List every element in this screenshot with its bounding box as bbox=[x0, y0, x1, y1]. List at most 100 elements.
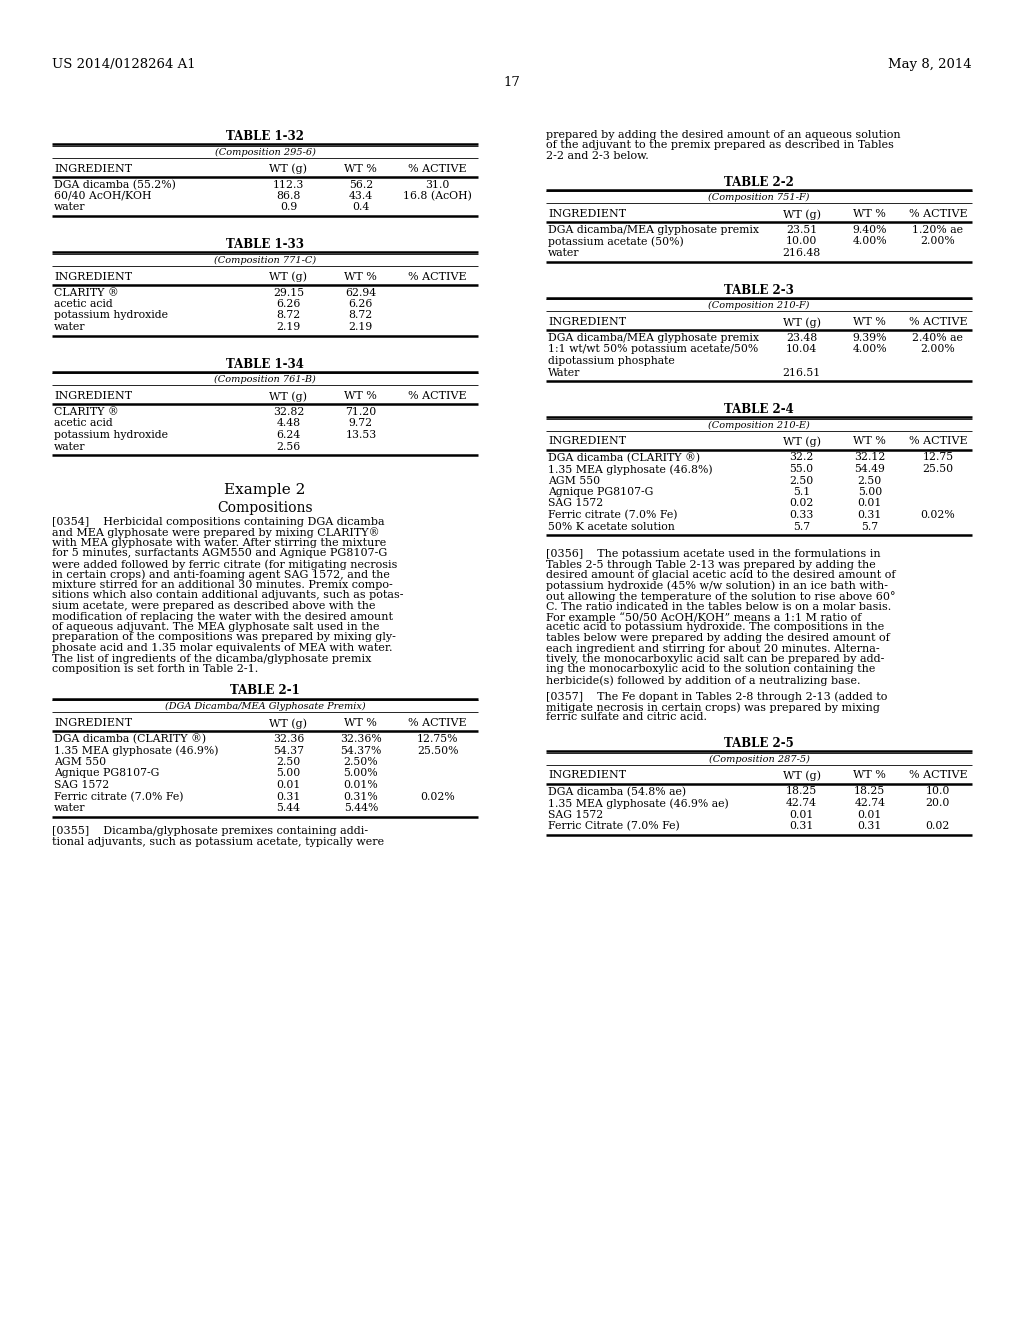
Text: water: water bbox=[54, 803, 85, 813]
Text: Water: Water bbox=[548, 367, 581, 378]
Text: 5.44: 5.44 bbox=[276, 803, 300, 813]
Text: DGA dicamba (54.8% ae): DGA dicamba (54.8% ae) bbox=[548, 787, 686, 797]
Text: each ingredient and stirring for about 20 minutes. Alterna-: each ingredient and stirring for about 2… bbox=[546, 644, 880, 653]
Text: 23.51: 23.51 bbox=[786, 224, 817, 235]
Text: [0357]    The Fe dopant in Tables 2-8 through 2-13 (added to: [0357] The Fe dopant in Tables 2-8 throu… bbox=[546, 692, 888, 702]
Text: INGREDIENT: INGREDIENT bbox=[54, 164, 132, 173]
Text: TABLE 2-3: TABLE 2-3 bbox=[724, 284, 794, 297]
Text: % ACTIVE: % ACTIVE bbox=[409, 718, 467, 729]
Text: 5.44%: 5.44% bbox=[344, 803, 378, 813]
Text: (Composition 771-C): (Composition 771-C) bbox=[214, 256, 316, 264]
Text: US 2014/0128264 A1: US 2014/0128264 A1 bbox=[52, 58, 196, 71]
Text: INGREDIENT: INGREDIENT bbox=[548, 209, 626, 219]
Text: modification of replacing the water with the desired amount: modification of replacing the water with… bbox=[52, 611, 393, 622]
Text: % ACTIVE: % ACTIVE bbox=[908, 317, 968, 327]
Text: potassium hydroxide: potassium hydroxide bbox=[54, 430, 168, 440]
Text: 2.00%: 2.00% bbox=[921, 236, 955, 247]
Text: 2.50: 2.50 bbox=[276, 756, 301, 767]
Text: 4.00%: 4.00% bbox=[852, 236, 887, 247]
Text: 9.39%: 9.39% bbox=[853, 333, 887, 343]
Text: % ACTIVE: % ACTIVE bbox=[409, 272, 467, 281]
Text: 16.8 (AcOH): 16.8 (AcOH) bbox=[403, 191, 472, 202]
Text: TABLE 2-1: TABLE 2-1 bbox=[230, 685, 300, 697]
Text: DGA dicamba (55.2%): DGA dicamba (55.2%) bbox=[54, 180, 176, 190]
Text: ing the monocarboxylic acid to the solution containing the: ing the monocarboxylic acid to the solut… bbox=[546, 664, 876, 675]
Text: 2.40% ae: 2.40% ae bbox=[912, 333, 964, 343]
Text: 60/40 AcOH/KOH: 60/40 AcOH/KOH bbox=[54, 191, 152, 201]
Text: 2.50%: 2.50% bbox=[343, 756, 378, 767]
Text: WT (g): WT (g) bbox=[269, 272, 307, 282]
Text: 25.50: 25.50 bbox=[923, 465, 953, 474]
Text: potassium acetate (50%): potassium acetate (50%) bbox=[548, 236, 684, 247]
Text: desired amount of glacial acetic acid to the desired amount of: desired amount of glacial acetic acid to… bbox=[546, 570, 896, 579]
Text: 5.00: 5.00 bbox=[858, 487, 882, 498]
Text: phosate acid and 1.35 molar equivalents of MEA with water.: phosate acid and 1.35 molar equivalents … bbox=[52, 643, 392, 653]
Text: The list of ingredients of the dicamba/glyphosate premix: The list of ingredients of the dicamba/g… bbox=[52, 653, 372, 664]
Text: 10.04: 10.04 bbox=[786, 345, 817, 355]
Text: 32.12: 32.12 bbox=[854, 453, 886, 462]
Text: (Composition 761-B): (Composition 761-B) bbox=[214, 375, 315, 384]
Text: 0.9: 0.9 bbox=[280, 202, 297, 213]
Text: 8.72: 8.72 bbox=[276, 310, 301, 321]
Text: [0355]    Dicamba/glyphosate premixes containing addi-: [0355] Dicamba/glyphosate premixes conta… bbox=[52, 826, 368, 837]
Text: Tables 2-5 through Table 2-13 was prepared by adding the: Tables 2-5 through Table 2-13 was prepar… bbox=[546, 560, 876, 569]
Text: tional adjuvants, such as potassium acetate, typically were: tional adjuvants, such as potassium acet… bbox=[52, 837, 384, 847]
Text: 9.72: 9.72 bbox=[349, 418, 373, 429]
Text: 18.25: 18.25 bbox=[854, 787, 886, 796]
Text: 2-2 and 2-3 below.: 2-2 and 2-3 below. bbox=[546, 150, 649, 161]
Text: 12.75: 12.75 bbox=[923, 453, 953, 462]
Text: 5.00: 5.00 bbox=[276, 768, 301, 779]
Text: 29.15: 29.15 bbox=[272, 288, 304, 297]
Text: Ferric citrate (7.0% Fe): Ferric citrate (7.0% Fe) bbox=[548, 510, 678, 520]
Text: in certain crops) and anti-foaming agent SAG 1572, and the: in certain crops) and anti-foaming agent… bbox=[52, 569, 390, 579]
Text: WT %: WT % bbox=[344, 718, 377, 729]
Text: 0.4: 0.4 bbox=[352, 202, 370, 213]
Text: WT (g): WT (g) bbox=[782, 209, 820, 219]
Text: 62.94: 62.94 bbox=[345, 288, 377, 297]
Text: 0.01: 0.01 bbox=[276, 780, 301, 789]
Text: 0.01: 0.01 bbox=[857, 499, 882, 508]
Text: 42.74: 42.74 bbox=[786, 799, 817, 808]
Text: 23.48: 23.48 bbox=[786, 333, 817, 343]
Text: 55.0: 55.0 bbox=[790, 465, 814, 474]
Text: composition is set forth in Table 2-1.: composition is set forth in Table 2-1. bbox=[52, 664, 258, 675]
Text: potassium hydroxide: potassium hydroxide bbox=[54, 310, 168, 321]
Text: were added followed by ferric citrate (for mitigating necrosis: were added followed by ferric citrate (f… bbox=[52, 558, 397, 569]
Text: dipotassium phosphate: dipotassium phosphate bbox=[548, 356, 675, 366]
Text: WT (g): WT (g) bbox=[269, 391, 307, 401]
Text: 0.31: 0.31 bbox=[790, 821, 814, 832]
Text: water: water bbox=[548, 248, 580, 257]
Text: WT (g): WT (g) bbox=[782, 317, 820, 327]
Text: 5.7: 5.7 bbox=[861, 521, 879, 532]
Text: 0.01%: 0.01% bbox=[343, 780, 378, 789]
Text: 54.49: 54.49 bbox=[854, 465, 885, 474]
Text: 13.53: 13.53 bbox=[345, 430, 377, 440]
Text: Agnique PG8107-G: Agnique PG8107-G bbox=[54, 768, 160, 779]
Text: TABLE 1-34: TABLE 1-34 bbox=[226, 358, 304, 371]
Text: [0354]    Herbicidal compositions containing DGA dicamba: [0354] Herbicidal compositions containin… bbox=[52, 517, 385, 527]
Text: 6.26: 6.26 bbox=[276, 300, 301, 309]
Text: 32.36%: 32.36% bbox=[340, 734, 382, 744]
Text: WT (g): WT (g) bbox=[782, 771, 820, 781]
Text: INGREDIENT: INGREDIENT bbox=[54, 391, 132, 401]
Text: prepared by adding the desired amount of an aqueous solution: prepared by adding the desired amount of… bbox=[546, 129, 901, 140]
Text: 1.35 MEA glyphosate (46.9%): 1.35 MEA glyphosate (46.9%) bbox=[54, 746, 218, 756]
Text: 32.36: 32.36 bbox=[272, 734, 304, 744]
Text: ferric sulfate and citric acid.: ferric sulfate and citric acid. bbox=[546, 713, 707, 722]
Text: out allowing the temperature of the solution to rise above 60°: out allowing the temperature of the solu… bbox=[546, 591, 896, 602]
Text: INGREDIENT: INGREDIENT bbox=[548, 317, 626, 327]
Text: CLARITY ®: CLARITY ® bbox=[54, 407, 119, 417]
Text: 54.37: 54.37 bbox=[273, 746, 304, 755]
Text: AGM 550: AGM 550 bbox=[54, 756, 106, 767]
Text: potassium hydroxide (45% w/w solution) in an ice bath with-: potassium hydroxide (45% w/w solution) i… bbox=[546, 581, 888, 591]
Text: Ferric citrate (7.0% Fe): Ferric citrate (7.0% Fe) bbox=[54, 792, 183, 801]
Text: 86.8: 86.8 bbox=[276, 191, 301, 201]
Text: 0.31%: 0.31% bbox=[343, 792, 378, 801]
Text: 2.50: 2.50 bbox=[858, 475, 882, 486]
Text: 2.00%: 2.00% bbox=[921, 345, 955, 355]
Text: 42.74: 42.74 bbox=[854, 799, 886, 808]
Text: 4.48: 4.48 bbox=[276, 418, 300, 429]
Text: SAG 1572: SAG 1572 bbox=[548, 499, 603, 508]
Text: (DGA Dicamba/MEA Glyphosate Premix): (DGA Dicamba/MEA Glyphosate Premix) bbox=[165, 702, 366, 711]
Text: 2.19: 2.19 bbox=[276, 322, 301, 333]
